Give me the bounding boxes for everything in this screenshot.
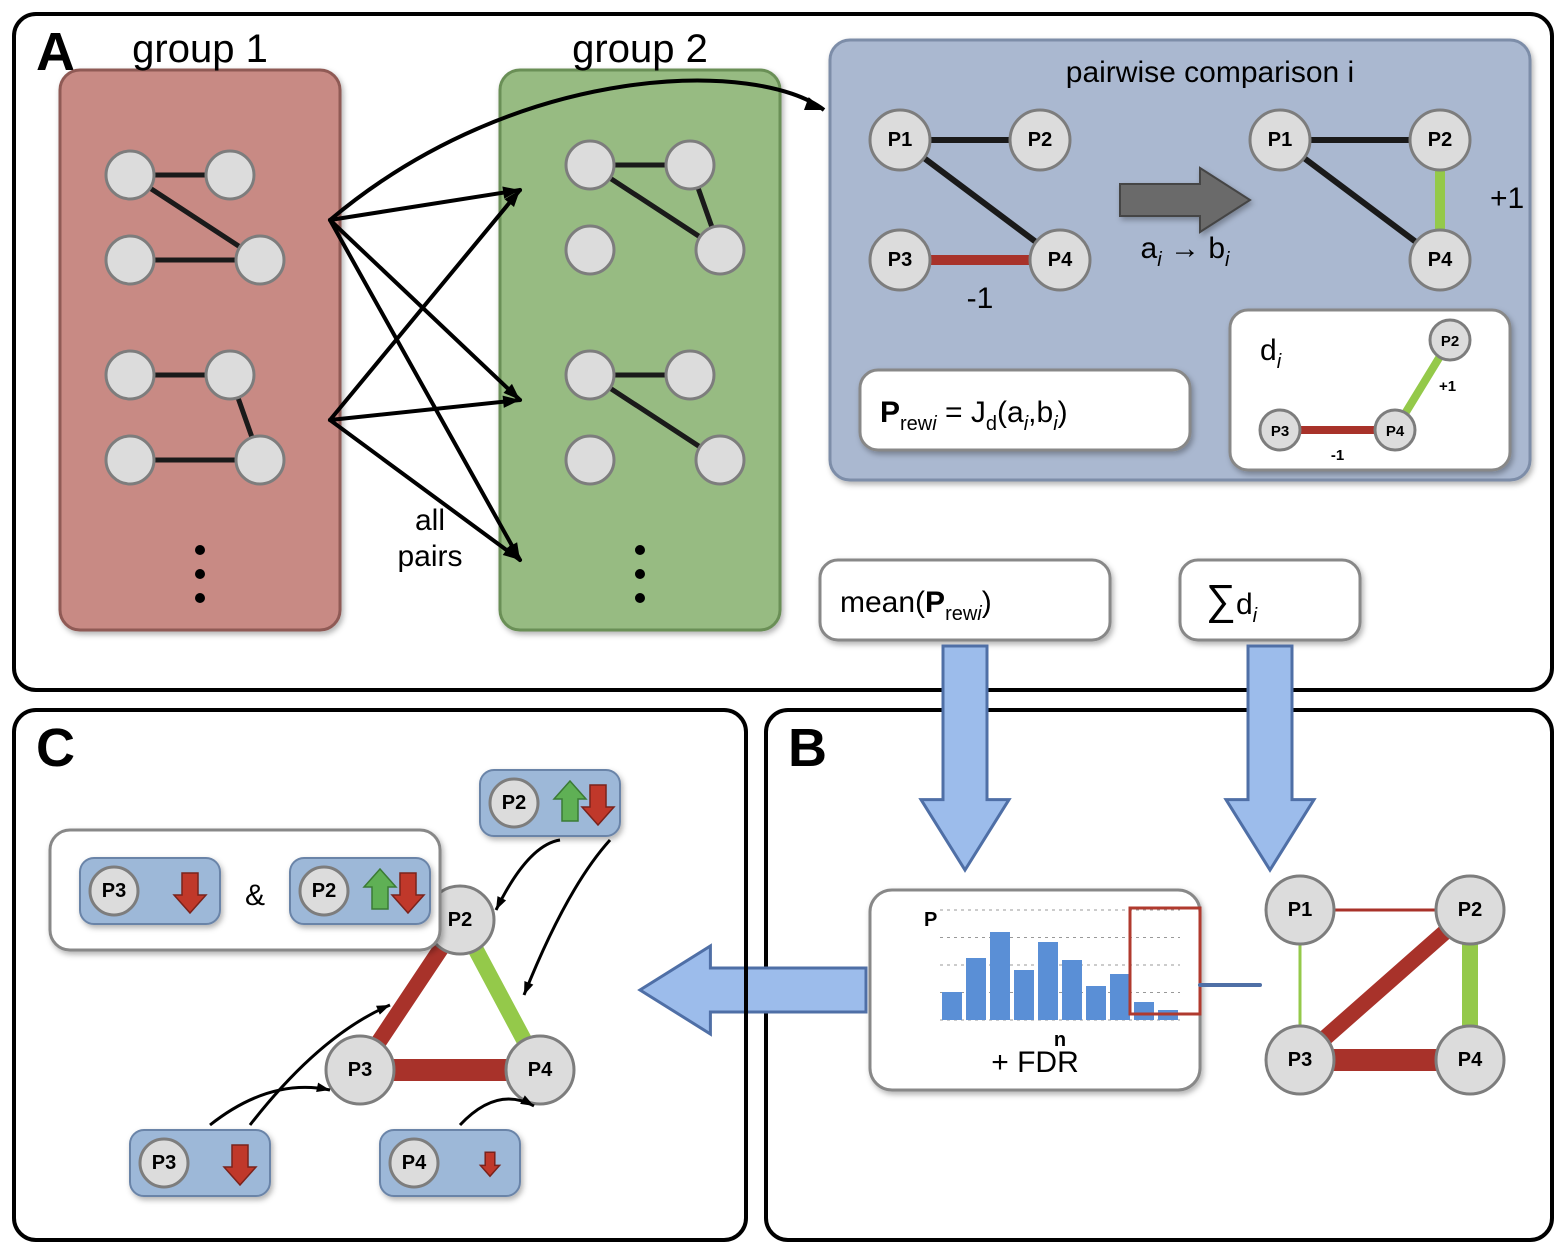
- svg-text:+1: +1: [1439, 378, 1456, 395]
- ellipsis-dot: [195, 593, 205, 603]
- node-chip: P3: [80, 858, 220, 924]
- pairwise-title: pairwise comparison i: [1066, 56, 1354, 89]
- graph-node: [236, 436, 284, 484]
- graph-node: [106, 351, 154, 399]
- node-chip: P2: [480, 770, 620, 836]
- svg-text:P4: P4: [1458, 1049, 1483, 1071]
- graph-node: [566, 351, 614, 399]
- svg-text:P4: P4: [1386, 423, 1405, 440]
- graph-node: P4: [1436, 1026, 1504, 1094]
- svg-text:P2: P2: [312, 880, 336, 902]
- node-chip: P2: [290, 858, 430, 924]
- all-pairs-label: all: [415, 504, 445, 537]
- hist-p-label: P: [924, 909, 937, 931]
- graph-node: P2: [1410, 110, 1470, 170]
- ellipsis-dot: [635, 593, 645, 603]
- ellipsis-dot: [635, 569, 645, 579]
- node-chip: P4: [380, 1130, 520, 1196]
- svg-text:P3: P3: [152, 1152, 176, 1174]
- svg-text:P3: P3: [102, 880, 126, 902]
- graph-node: P3: [870, 230, 930, 290]
- graph-node: [696, 436, 744, 484]
- graph-node: [106, 236, 154, 284]
- graph-node: [566, 436, 614, 484]
- graph-node: [106, 436, 154, 484]
- group1-label: group 1: [132, 27, 268, 71]
- node-chip: P3: [130, 1130, 270, 1196]
- graph-node: P3: [90, 867, 138, 915]
- svg-text:P2: P2: [1428, 129, 1452, 151]
- svg-text:P4: P4: [528, 1059, 553, 1081]
- graph-node: P4: [1410, 230, 1470, 290]
- graph-node: P1: [870, 110, 930, 170]
- plus1-label: +1: [1490, 182, 1524, 215]
- svg-text:P4: P4: [1428, 249, 1453, 271]
- graph-node: P2: [490, 779, 538, 827]
- ampersand: &: [245, 879, 265, 912]
- graph-node: P4: [506, 1036, 574, 1104]
- graph-node: P3: [1260, 410, 1300, 450]
- ellipsis-dot: [195, 569, 205, 579]
- graph-node: P2: [1436, 876, 1504, 944]
- svg-text:P3: P3: [1288, 1049, 1312, 1071]
- graph-node: [236, 236, 284, 284]
- panel-c-label: C: [36, 718, 75, 778]
- graph-node: [206, 151, 254, 199]
- graph-node: [106, 151, 154, 199]
- graph-node: P2: [1430, 320, 1470, 360]
- svg-text:P2: P2: [448, 909, 472, 931]
- graph-node: P3: [1266, 1026, 1334, 1094]
- ellipsis-dot: [635, 545, 645, 555]
- svg-text:P2: P2: [502, 792, 526, 814]
- all-pairs-label2: pairs: [397, 540, 462, 573]
- svg-text:P2: P2: [1028, 129, 1052, 151]
- graph-node: P3: [140, 1139, 188, 1187]
- panel-b-label: B: [788, 718, 827, 778]
- graph-node: [666, 351, 714, 399]
- graph-node: [666, 141, 714, 189]
- svg-text:P1: P1: [1268, 129, 1292, 151]
- graph-node: [566, 141, 614, 189]
- graph-node: P2: [300, 867, 348, 915]
- graph-node: [206, 351, 254, 399]
- fdr-label: + FDR: [991, 1046, 1079, 1079]
- group2-label: group 2: [572, 27, 708, 71]
- minus1-label: -1: [967, 282, 994, 315]
- svg-text:P3: P3: [1271, 423, 1289, 440]
- graph-node: P4: [1375, 410, 1415, 450]
- svg-text:P2: P2: [1441, 333, 1459, 350]
- graph-node: P3: [326, 1036, 394, 1104]
- svg-text:P2: P2: [1458, 899, 1482, 921]
- ellipsis-dot: [195, 545, 205, 555]
- graph-node: [566, 226, 614, 274]
- svg-text:P1: P1: [888, 129, 912, 151]
- svg-text:-1: -1: [1331, 447, 1344, 464]
- graph-node: P1: [1266, 876, 1334, 944]
- graph-node: [696, 226, 744, 274]
- graph-node: P1: [1250, 110, 1310, 170]
- svg-text:P3: P3: [888, 249, 912, 271]
- graph-node: P4: [390, 1139, 438, 1187]
- svg-text:P4: P4: [402, 1152, 427, 1174]
- svg-text:P4: P4: [1048, 249, 1073, 271]
- graph-node: P2: [1010, 110, 1070, 170]
- svg-text:P1: P1: [1288, 899, 1312, 921]
- svg-text:P3: P3: [348, 1059, 372, 1081]
- graph-node: P4: [1030, 230, 1090, 290]
